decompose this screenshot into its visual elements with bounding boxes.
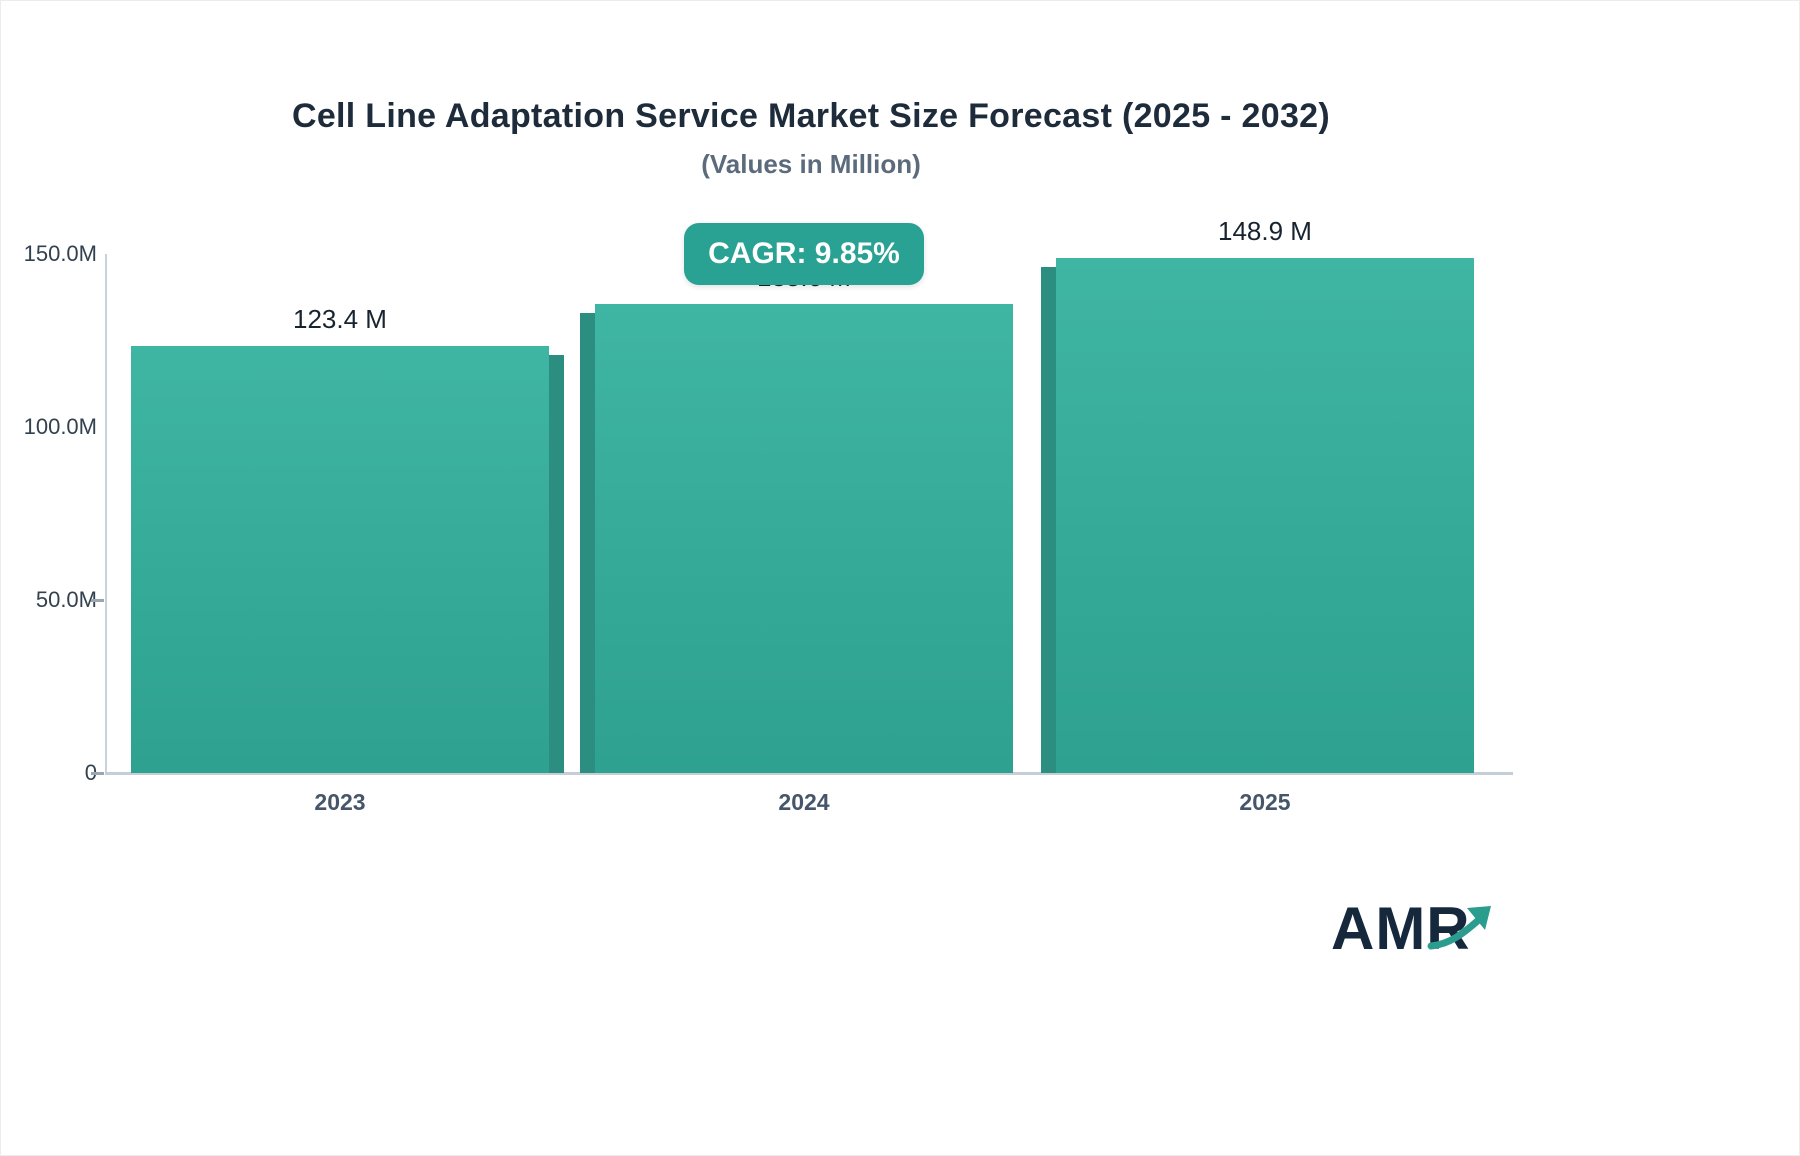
x-axis-label: 2023 (314, 789, 366, 815)
bar-side-shadow (549, 355, 564, 773)
y-axis-tick (91, 772, 104, 775)
amr-logo: AMR (1331, 894, 1491, 963)
y-axis-line (105, 254, 107, 773)
y-axis-label: 150.0M (23, 241, 97, 266)
chart-subtitle: (Values in Million) (701, 149, 921, 179)
bar-side-shadow (1041, 266, 1056, 773)
x-axis-label: 2024 (778, 789, 830, 815)
amr-logo-text: AMR (1331, 895, 1471, 962)
bar[interactable] (1056, 257, 1474, 773)
x-axis-line (105, 772, 1513, 775)
growth-arrow-icon (1427, 906, 1491, 950)
bar[interactable] (595, 303, 1013, 773)
bar-side-shadow (580, 312, 595, 773)
bar[interactable] (131, 346, 549, 773)
cagr-badge: CAGR: 9.85% (684, 223, 924, 285)
chart-title: Cell Line Adaptation Service Market Size… (291, 97, 1331, 135)
y-axis-label: 0 (1, 760, 97, 786)
y-axis-tick (91, 599, 104, 602)
bar-value-label: 123.4 M (293, 304, 387, 335)
y-axis-label: 100.0M (23, 414, 97, 439)
y-axis-label: 50.0M (35, 587, 97, 612)
x-axis-label: 2025 (1239, 789, 1291, 815)
bar-value-label: 148.9 M (1218, 215, 1312, 246)
